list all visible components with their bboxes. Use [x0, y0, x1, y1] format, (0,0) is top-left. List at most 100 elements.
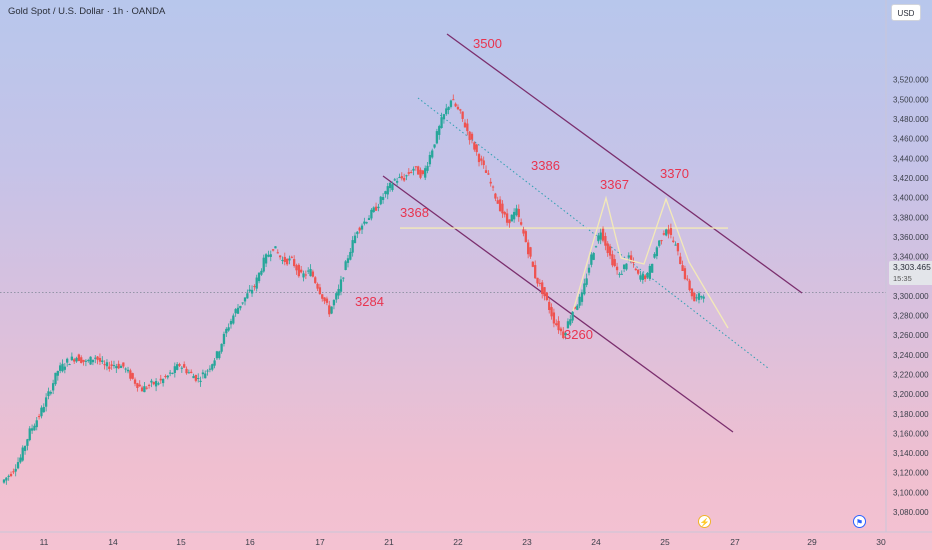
candle-body: [267, 254, 270, 257]
y-tick-label: 3,380.000: [893, 213, 929, 222]
channel-upper-line[interactable]: [446, 33, 803, 294]
candle-body: [632, 261, 635, 263]
candle-body: [475, 144, 478, 153]
candle-body: [225, 328, 228, 334]
annotation-3500: 3500: [473, 36, 502, 51]
flag-icon[interactable]: ⚑: [853, 515, 866, 528]
candle-body: [143, 386, 146, 393]
currency-button[interactable]: USD: [891, 4, 921, 21]
candle-body: [697, 293, 701, 300]
y-tick-label: 3,260.000: [893, 331, 929, 340]
candle-body: [229, 320, 233, 325]
current-price-tag: 3,303.465 15:35: [889, 261, 932, 285]
current-price-value: 3,303.465: [893, 262, 931, 272]
candle-body: [180, 367, 183, 369]
candle-body: [648, 265, 651, 279]
candle-body: [176, 364, 179, 370]
candle-body: [80, 357, 83, 363]
candle-body: [138, 384, 141, 387]
candle-body: [440, 117, 443, 129]
candle-body: [42, 406, 45, 413]
candle-body: [660, 240, 663, 242]
candle-body: [339, 279, 343, 292]
candle-body: [658, 240, 661, 246]
candle-body: [101, 360, 104, 363]
candle-body: [454, 103, 457, 107]
candle-body: [332, 300, 336, 306]
annotation-3367: 3367: [600, 177, 629, 192]
candle-body: [517, 208, 520, 218]
candle-body: [503, 212, 506, 215]
candle-body: [250, 289, 254, 294]
channel-midline[interactable]: [417, 97, 769, 369]
candle-body: [220, 343, 223, 352]
candle-body: [599, 232, 602, 240]
candle-body: [75, 357, 78, 362]
candle-body: [140, 387, 144, 392]
channel-lower-line[interactable]: [382, 175, 734, 433]
candle-body: [211, 364, 214, 370]
candle-body: [569, 319, 572, 325]
candle-body: [157, 383, 160, 385]
candle-body: [519, 222, 523, 225]
candle-body: [461, 111, 464, 119]
candle-body: [690, 288, 694, 297]
y-tick-label: 3,140.000: [893, 449, 929, 458]
candle-body: [608, 246, 612, 256]
candle-body: [508, 219, 511, 224]
candle-body: [510, 214, 513, 222]
candle-body: [550, 307, 553, 317]
y-tick-label: 3,220.000: [893, 370, 929, 379]
candle-body: [185, 368, 188, 374]
candle-body: [304, 274, 308, 276]
x-tick-label: 27: [730, 537, 740, 547]
candle-body: [353, 235, 357, 244]
candle-body: [236, 307, 240, 314]
candle-body: [108, 366, 111, 369]
candle-body: [183, 364, 186, 368]
candle-body: [419, 169, 422, 178]
candle-body: [473, 142, 476, 150]
candle-body: [494, 193, 497, 199]
flash-icon[interactable]: ⚡: [698, 515, 711, 528]
candle-body: [501, 203, 504, 214]
candle-body: [255, 277, 258, 289]
candle-body: [683, 268, 687, 279]
candle-body: [171, 372, 174, 374]
symbol-title: Gold Spot / U.S. Dollar · 1h · OANDA: [8, 6, 166, 17]
candle-body: [435, 131, 439, 144]
candle-body: [246, 293, 249, 299]
candle-body: [300, 269, 303, 273]
candle-body: [318, 287, 322, 295]
candle-body: [54, 372, 57, 385]
candle-body: [73, 359, 76, 362]
candle-body: [512, 211, 516, 220]
candle-body: [644, 275, 647, 280]
candle-body: [381, 197, 385, 200]
candle-body: [400, 176, 403, 179]
candle-body: [398, 177, 401, 179]
candle-body: [66, 358, 69, 363]
candle-body: [545, 292, 549, 301]
candle-body: [77, 354, 81, 362]
projection-path[interactable]: [572, 195, 729, 329]
candle-body: [7, 475, 10, 477]
candle-body: [395, 181, 399, 183]
candle-body: [410, 172, 413, 174]
candle-body: [618, 273, 621, 275]
candle-body: [412, 168, 415, 171]
y-tick-label: 3,120.000: [893, 469, 929, 478]
candle-body: [145, 387, 148, 389]
candle-body: [505, 213, 509, 223]
candle-body: [309, 269, 312, 277]
candle-body: [152, 381, 155, 385]
candle-body: [44, 397, 48, 407]
y-tick-label: 3,200.000: [893, 390, 929, 399]
candle-body: [388, 182, 392, 189]
candle-body: [264, 254, 268, 264]
candle-body: [576, 305, 579, 310]
candle-body: [262, 257, 265, 272]
candle-body: [187, 372, 191, 374]
candle-body: [662, 233, 666, 235]
